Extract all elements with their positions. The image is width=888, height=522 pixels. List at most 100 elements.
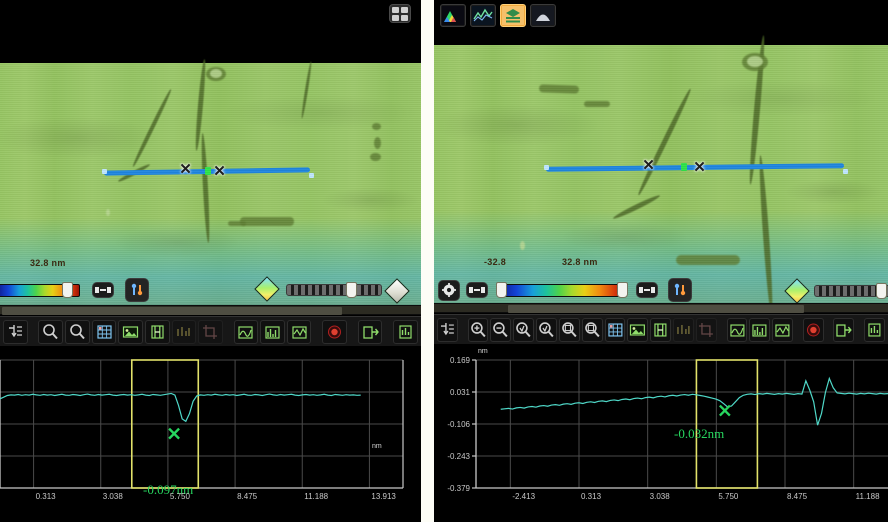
zoom-region-tool-a[interactable] [558, 317, 580, 342]
cursor-marker-center[interactable] [681, 163, 687, 171]
flatten-tool[interactable] [3, 319, 28, 344]
export-tool[interactable] [357, 319, 383, 344]
left-bottom-toolbar [0, 316, 421, 346]
fft-tool[interactable] [726, 317, 748, 342]
left-profile-chart[interactable]: -0.097nm 0.313 3.038 5.750 8.475 11.188 13.913… [0, 348, 421, 522]
colorbar-range-slider[interactable] [0, 281, 80, 298]
left-horizontal-scrollbar[interactable] [0, 305, 421, 315]
record-tool[interactable] [322, 319, 347, 344]
chart-unit-label: nm [478, 348, 488, 355]
flatten-icon [8, 324, 22, 337]
brightness-slider[interactable] [286, 282, 382, 298]
roughness-tool[interactable] [286, 319, 312, 344]
span-button[interactable] [636, 282, 658, 298]
colorbar-max-knob[interactable] [62, 281, 73, 298]
chart-canvas: -0.097nm 0.313 3.038 5.750 8.475 11.188 13.913 [0, 348, 421, 522]
roi-selection-box[interactable] [130, 359, 200, 489]
zoom-fit-tool-b[interactable] [536, 317, 557, 342]
colorbar-min-knob[interactable] [496, 281, 507, 298]
defect-line-3 [300, 61, 313, 119]
cursor-marker-right[interactable]: ✕ [213, 163, 226, 180]
profile-line-start-handle[interactable] [102, 169, 107, 174]
cursor-marker-left[interactable]: ✕ [179, 161, 192, 178]
brightness-knob[interactable] [346, 282, 357, 298]
grid-tool[interactable] [604, 317, 626, 342]
right-scan-surface: ✕ ✕ [434, 35, 888, 312]
defect-streak-1 [240, 217, 294, 226]
step-tool[interactable] [673, 317, 695, 342]
defect-dot-3 [370, 153, 381, 161]
measurement-marker[interactable] [168, 427, 180, 440]
line-profile-button[interactable] [470, 4, 496, 27]
brightness-slider[interactable] [814, 283, 888, 299]
right-horizontal-scrollbar[interactable] [434, 303, 888, 313]
zoom-tool-b[interactable] [65, 319, 90, 344]
left-scroll-thumb[interactable] [2, 307, 342, 315]
image-tool[interactable] [118, 319, 143, 344]
contrast-button[interactable] [466, 282, 488, 298]
x-axis-tick-label: 3.038 [103, 492, 124, 501]
x-axis-tick-label: 3.038 [650, 492, 671, 501]
crop-tool[interactable] [198, 319, 223, 344]
left-afm-image-view[interactable]: ✕ ✕ 32.8 nm [0, 0, 421, 312]
defect-streak-3 [676, 255, 740, 265]
histogram-tool[interactable] [749, 317, 771, 342]
right-control-row [438, 278, 692, 302]
histogram-tool[interactable] [260, 319, 285, 344]
report-tool[interactable] [864, 317, 885, 342]
zoom-region-tool-b[interactable] [581, 317, 603, 342]
track-slider-icon [814, 285, 888, 297]
defect-streak-1 [538, 84, 580, 94]
report-tool[interactable] [393, 319, 418, 344]
profile-line-end-handle[interactable] [843, 169, 848, 174]
left-colorbar-max-label: 32.8 nm [30, 258, 66, 268]
fft-tool[interactable] [233, 319, 259, 344]
export-tool[interactable] [833, 317, 855, 342]
zoom-fit-tool-a[interactable] [513, 317, 535, 342]
measurement-label: -0.032nm [674, 426, 724, 441]
surface-view-button[interactable] [530, 4, 556, 27]
report-icon [399, 324, 412, 339]
grid-tool[interactable] [91, 319, 117, 344]
flatten-tool[interactable] [437, 317, 458, 342]
image-tool[interactable] [627, 317, 649, 342]
measure-tool[interactable] [650, 317, 672, 342]
right-afm-image-view[interactable]: ✕ ✕ -32.8 32.8 nm [434, 0, 888, 312]
cursor-marker-left[interactable]: ✕ [642, 157, 655, 174]
roi-selection-box[interactable] [695, 359, 759, 489]
expand-view-button[interactable] [389, 4, 411, 23]
settings-button[interactable] [438, 279, 460, 301]
measure-tool[interactable] [144, 319, 170, 344]
zoom-in-tool[interactable] [467, 317, 489, 342]
profile-line-end-handle[interactable] [309, 173, 314, 178]
y-axis-tick-label: 0.169 [450, 356, 471, 365]
crop-tool[interactable] [696, 317, 717, 342]
zoom-tool-a[interactable] [38, 319, 64, 344]
line-chart-icon [472, 6, 494, 25]
right-profile-chart[interactable]: -0.032nm -2.413 0.313 3.038 5.750 8.475 11.188… [434, 346, 888, 522]
left-control-row [0, 278, 149, 302]
colorbar-max-knob[interactable] [617, 281, 628, 298]
x-axis-tick-label: 0.313 [36, 492, 57, 501]
roughness-icon [292, 325, 307, 339]
zoom-out-tool[interactable] [490, 317, 512, 342]
channels-icon [131, 283, 143, 296]
track-slider-icon [286, 284, 382, 296]
cursor-marker-center[interactable] [205, 167, 211, 175]
profile-line-start-handle[interactable] [544, 165, 549, 170]
cursor-marker-right[interactable]: ✕ [693, 159, 706, 176]
histogram-icon [752, 323, 767, 337]
right-scroll-thumb[interactable] [508, 305, 804, 313]
measurement-marker[interactable] [718, 404, 731, 417]
record-tool[interactable] [802, 317, 824, 342]
channel-toggle-button[interactable] [125, 278, 149, 302]
stack-view-button[interactable] [500, 4, 526, 27]
grid-icon [96, 324, 112, 339]
brightness-knob[interactable] [876, 283, 887, 299]
roughness-tool[interactable] [772, 317, 794, 342]
contrast-button[interactable] [92, 282, 114, 298]
channel-toggle-button[interactable] [668, 278, 692, 302]
colormap-3d-button[interactable] [440, 4, 466, 27]
step-tool[interactable] [171, 319, 197, 344]
colorbar-range-slider[interactable] [496, 281, 628, 298]
